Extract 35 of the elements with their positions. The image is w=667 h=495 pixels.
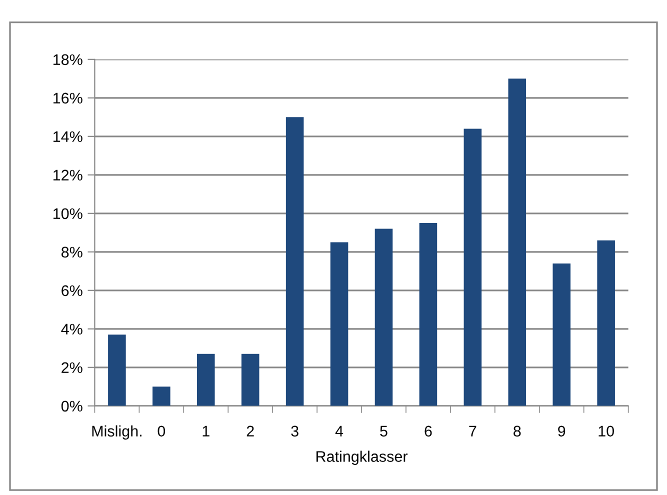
bar — [241, 354, 260, 406]
y-tick-label: 4% — [61, 324, 82, 335]
y-tick-label: 10% — [53, 208, 82, 220]
y-tick-label: 8% — [61, 246, 82, 258]
x-tick-label: 9 — [558, 426, 566, 437]
bar — [196, 354, 215, 406]
bar — [152, 386, 170, 406]
y-tick-label: 14% — [53, 131, 82, 142]
bar — [597, 240, 615, 406]
bar — [464, 128, 482, 406]
x-tick-label: 5 — [380, 426, 388, 437]
x-tick-label: Misligh. — [92, 425, 142, 440]
x-tick-label: 1 — [202, 426, 210, 436]
bar — [286, 117, 304, 406]
y-tick-label: 18% — [53, 54, 82, 66]
x-tick-label: 4 — [335, 426, 344, 436]
y-tick-label: 2% — [62, 362, 82, 374]
x-tick-label: 10 — [598, 426, 614, 437]
bar — [508, 78, 526, 406]
y-tick-label: 16% — [53, 92, 82, 104]
y-tick-label: 6% — [62, 285, 82, 296]
y-tick-label: 0% — [61, 400, 82, 412]
x-tick-label: 7 — [469, 426, 476, 436]
x-tick-label: 0 — [158, 426, 166, 437]
x-tick-label: 6 — [424, 426, 432, 437]
x-tick-label: 2 — [246, 426, 254, 436]
bar — [419, 223, 438, 406]
bar — [374, 228, 393, 406]
y-tick-label: 12% — [53, 170, 82, 181]
bar — [552, 263, 571, 406]
x-tick-label: 8 — [514, 426, 521, 437]
bar — [330, 242, 348, 406]
x-axis-title: Ratingklasser — [316, 450, 408, 465]
x-tick-label: 3 — [291, 426, 298, 437]
bar — [108, 334, 126, 406]
